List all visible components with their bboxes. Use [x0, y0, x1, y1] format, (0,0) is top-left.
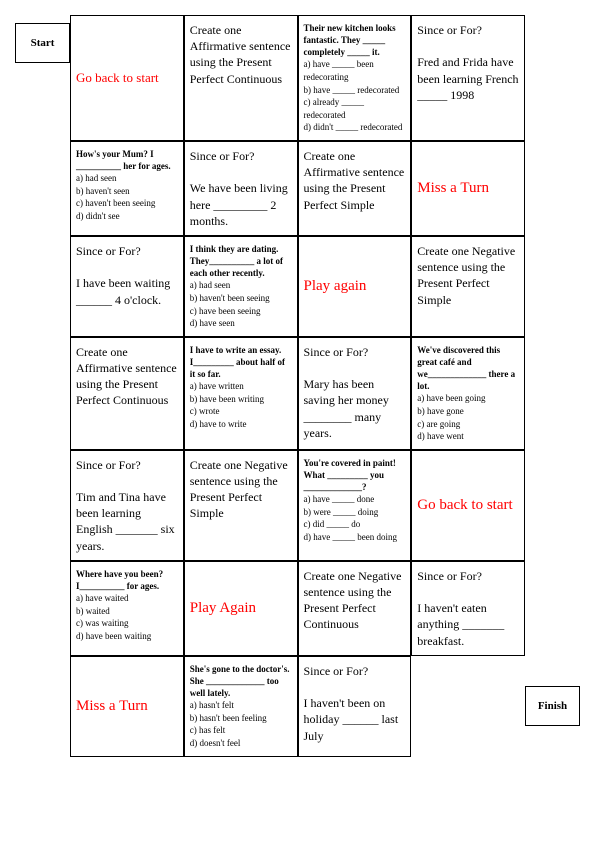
q-title: Where have you been? I__________ for age… [76, 568, 178, 592]
opt-c: c) was waiting [76, 617, 178, 630]
q-title: Their new kitchen looks fantastic. They … [304, 22, 406, 58]
q-title: I have to write an essay. I_________ abo… [190, 344, 292, 380]
start-cell: Start [15, 23, 70, 63]
opt-a: a) had seen [76, 172, 178, 185]
cell-since-for-6: Since or For? I haven't eaten anything _… [411, 561, 525, 656]
cell-text: Create one Negative sentence using the P… [190, 458, 288, 521]
cell-since-for-7: Since or For? I haven't been on holiday … [298, 656, 412, 757]
cell-affirmative-ppc-1: Create one Affirmative sentence using th… [184, 15, 298, 141]
cell-dating-q: I think they are dating. They__________ … [184, 236, 298, 337]
cell-since-for-3: Since or For? I have been waiting ______… [70, 236, 184, 337]
cell-cafe-q: We've discovered this great café and we_… [411, 337, 525, 450]
opt-a: a) have _____ done [304, 493, 406, 506]
cell-miss-turn-2: Miss a Turn [70, 656, 184, 757]
opt-d: d) have been waiting [76, 630, 178, 643]
cell-text: Create one Affirmative sentence using th… [76, 345, 177, 408]
opt-a: a) had seen [190, 279, 292, 292]
q-title: We've discovered this great café and we_… [417, 344, 519, 393]
opt-d: d) have _____ been doing [304, 531, 406, 544]
cell-since-for-5: Since or For? Tim and Tina have been lea… [70, 450, 184, 561]
opt-c: c) haven't been seeing [76, 197, 178, 210]
cell-negative-pps-2: Create one Negative sentence using the P… [184, 450, 298, 561]
q-title: She's gone to the doctor's. She ________… [190, 663, 292, 699]
opt-d: d) have to write [190, 418, 292, 431]
opt-c: c) wrote [190, 405, 292, 418]
finish-label: Finish [538, 699, 567, 714]
opt-a: a) have _____ been redecorating [304, 58, 406, 83]
opt-c: c) has felt [190, 724, 292, 737]
cell-play-again-2: Play Again [184, 561, 298, 656]
opt-c: c) have been seeing [190, 305, 292, 318]
cell-text: Since or For? Mary has been saving her m… [304, 345, 389, 440]
cell-negative-ppc: Create one Negative sentence using the P… [298, 561, 412, 656]
play-again-text: Play Again [190, 598, 256, 618]
cell-paint-q: You're covered in paint! What _________ … [298, 450, 412, 561]
miss-turn-text: Miss a Turn [417, 178, 489, 198]
cell-text: Since or For? I haven't been on holiday … [304, 664, 399, 743]
cell-miss-turn-1: Miss a Turn [411, 141, 525, 236]
cell-negative-pps-1: Create one Negative sentence using the P… [411, 236, 525, 337]
cell-since-for-1: Since or For? Fred and Frida have been l… [411, 15, 525, 141]
cell-text: Since or For? I haven't eaten anything _… [417, 569, 504, 648]
cell-mum-q: How's your Mum? I __________ her for age… [70, 141, 184, 236]
cell-doctor-q: She's gone to the doctor's. She ________… [184, 656, 298, 757]
opt-b: b) have been writing [190, 393, 292, 406]
opt-c: c) already _____ redecorated [304, 96, 406, 121]
miss-turn-text: Miss a Turn [76, 696, 148, 716]
cell-text: Since or For? Tim and Tina have been lea… [76, 458, 175, 553]
cell-where-q: Where have you been? I__________ for age… [70, 561, 184, 656]
cell-play-again-1: Play again [298, 236, 412, 337]
q-title: How's your Mum? I __________ her for age… [76, 148, 178, 172]
opt-d: d) have seen [190, 317, 292, 330]
cell-text: Since or For? Fred and Frida have been l… [417, 23, 518, 102]
game-board: Start Go back to start Create one Affirm… [15, 15, 580, 757]
opt-b: b) have gone [417, 405, 519, 418]
opt-b: b) haven't been seeing [190, 292, 292, 305]
opt-b: b) haven't seen [76, 185, 178, 198]
cell-text: Since or For? I have been waiting ______… [76, 244, 170, 307]
cell-go-back: Go back to start [70, 15, 184, 141]
opt-d: d) didn't _____ redecorated [304, 121, 406, 134]
cell-text: Create one Affirmative sentence using th… [190, 23, 291, 86]
opt-a: a) have been going [417, 392, 519, 405]
cell-text: Create one Negative sentence using the P… [304, 569, 402, 632]
cell-text: Create one Negative sentence using the P… [417, 244, 515, 307]
cell-text: Since or For? We have been living here _… [190, 149, 288, 228]
opt-b: b) were _____ doing [304, 506, 406, 519]
cell-affirmative-ppc-2: Create one Affirmative sentence using th… [70, 337, 184, 450]
cell-kitchen-q: Their new kitchen looks fantastic. They … [298, 15, 412, 141]
go-back-text: Go back to start [417, 495, 512, 515]
q-title: You're covered in paint! What _________ … [304, 457, 406, 493]
opt-d: d) didn't see [76, 210, 178, 223]
opt-a: a) have waited [76, 592, 178, 605]
cell-since-for-2: Since or For? We have been living here _… [184, 141, 298, 236]
q-title: I think they are dating. They__________ … [190, 243, 292, 279]
go-back-text: Go back to start [76, 69, 159, 87]
opt-a: a) have written [190, 380, 292, 393]
opt-b: b) waited [76, 605, 178, 618]
opt-a: a) hasn't felt [190, 699, 292, 712]
start-label: Start [31, 36, 55, 51]
cell-essay-q: I have to write an essay. I_________ abo… [184, 337, 298, 450]
opt-d: d) doesn't feel [190, 737, 292, 750]
opt-c: c) are going [417, 418, 519, 431]
cell-text: Create one Affirmative sentence using th… [304, 149, 405, 212]
opt-b: b) have _____ redecorated [304, 84, 406, 97]
cell-since-for-4: Since or For? Mary has been saving her m… [298, 337, 412, 450]
cell-go-back-2: Go back to start [411, 450, 525, 561]
opt-d: d) have went [417, 430, 519, 443]
play-again-text: Play again [304, 276, 367, 296]
finish-cell: Finish [525, 686, 580, 726]
opt-b: b) hasn't been feeling [190, 712, 292, 725]
opt-c: c) did _____ do [304, 518, 406, 531]
cell-affirmative-pps: Create one Affirmative sentence using th… [298, 141, 412, 236]
